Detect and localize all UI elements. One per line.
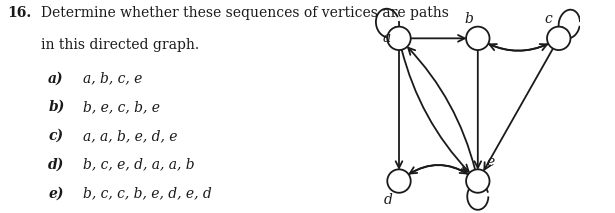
Text: d): d) [48,158,65,172]
Text: Determine whether these sequences of vertices are paths: Determine whether these sequences of ver… [41,6,449,20]
Text: a: a [382,31,391,45]
Circle shape [387,169,411,193]
Circle shape [387,27,411,50]
Text: b, c, c, b, e, d, e, d: b, c, c, b, e, d, e, d [82,186,212,200]
Text: d: d [384,193,393,207]
Text: b: b [465,12,474,26]
Text: b, e, c, b, e: b, e, c, b, e [82,100,160,114]
Text: a, a, b, e, d, e: a, a, b, e, d, e [82,129,177,143]
Text: a): a) [48,71,64,85]
Circle shape [466,27,490,50]
Text: b, c, e, d, a, a, b: b, c, e, d, a, a, b [82,158,194,172]
Circle shape [466,169,490,193]
Text: e: e [486,155,494,169]
Text: c: c [544,12,552,26]
Text: a, b, c, e: a, b, c, e [82,71,142,85]
Text: e): e) [48,186,64,200]
Circle shape [547,27,571,50]
Text: c): c) [48,129,63,143]
Text: 16.: 16. [7,6,31,20]
Text: in this directed graph.: in this directed graph. [41,38,199,52]
Text: b): b) [48,100,65,114]
